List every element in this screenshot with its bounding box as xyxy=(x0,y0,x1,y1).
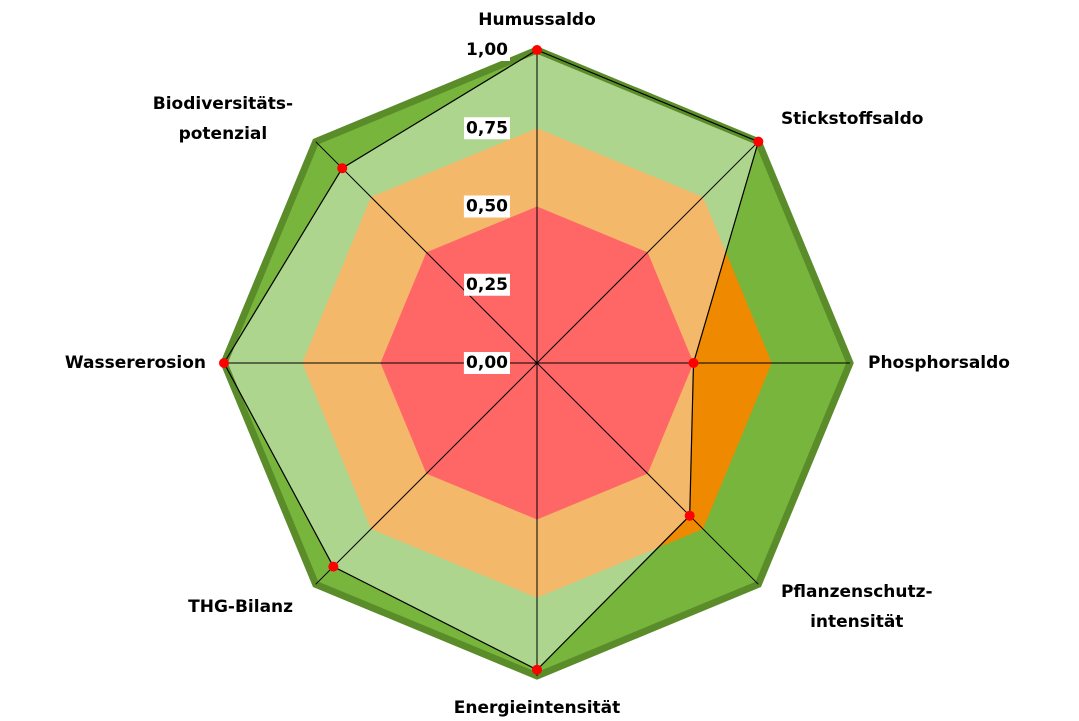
overlay: 0,00 0,25 0,50 0,75 1,00 Humussaldo Stickstoff… xyxy=(65,10,1010,718)
category-label: Wassererosion xyxy=(65,353,206,373)
y-tick-label: 0,50 xyxy=(466,197,508,217)
data-point xyxy=(532,45,542,55)
spoke xyxy=(536,141,759,364)
tick-label-bg xyxy=(464,273,510,296)
tick-label-bg xyxy=(463,352,510,374)
tick-label-bg xyxy=(464,117,510,140)
data-point xyxy=(328,561,339,572)
category-label: Phosphorsaldo xyxy=(868,353,1010,373)
tick-label-bg xyxy=(463,195,510,218)
spoke xyxy=(315,362,538,585)
category-label: Biodiversitäts-potenzial xyxy=(153,94,293,144)
spoke xyxy=(536,362,759,585)
y-tick-label: 0,25 xyxy=(466,275,508,295)
tick-label-bg xyxy=(463,39,510,61)
data-point xyxy=(532,664,542,675)
data-point xyxy=(219,358,229,368)
spoke xyxy=(315,141,538,364)
category-label: Energieintensität xyxy=(454,698,621,718)
data-point xyxy=(337,163,348,174)
data-point xyxy=(753,136,764,147)
category-label: Humussaldo xyxy=(478,10,596,30)
category-label: Pflanzenschutz-intensität xyxy=(781,582,933,632)
y-tick-label: 0,75 xyxy=(466,118,508,138)
category-label: Stickstoffsaldo xyxy=(781,109,924,129)
y-tick-label: 1,00 xyxy=(466,40,508,60)
category-label: THG-Bilanz xyxy=(188,597,293,617)
data-point xyxy=(684,510,695,521)
y-tick-label: 0,00 xyxy=(466,353,508,373)
data-point xyxy=(688,358,699,368)
